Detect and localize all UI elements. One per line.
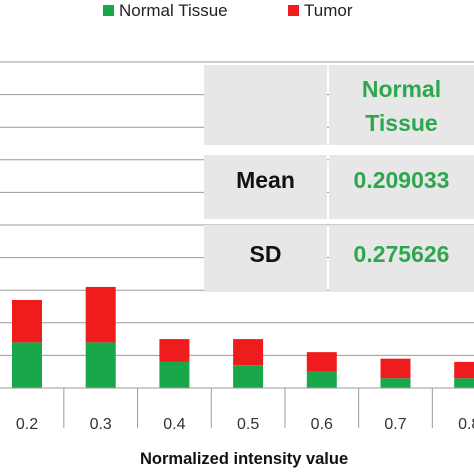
x-tick-label: 0.4 <box>163 416 185 433</box>
stats-value-mean: 0.209033 <box>353 167 450 193</box>
bar-normal-tissue-0.4 <box>159 361 190 388</box>
bar-normal-tissue-0.6 <box>306 371 337 388</box>
bar-normal-tissue-0.2 <box>12 342 42 388</box>
bar-tumor-0.8 <box>454 361 474 379</box>
stats-header-line-1: Normal <box>361 76 442 102</box>
bar-tumor-0.7 <box>380 358 411 379</box>
bar-tumor-0.3 <box>85 286 116 343</box>
stats-table-corner-cell <box>204 65 327 145</box>
x-tick-label: 0.2 <box>16 416 38 433</box>
x-tick-label: 0.7 <box>384 416 406 433</box>
stats-header-line-2: Tissue <box>365 110 438 136</box>
legend-label-tumor: Tumor <box>304 1 353 20</box>
stats-row-sd-value-cell: 0.275626 <box>329 225 474 292</box>
x-axis-title: Normalized intensity value <box>140 450 349 468</box>
chart-legend: Normal Tissue Tumor <box>0 0 474 26</box>
stats-row-sd-label-cell: SD <box>204 225 327 292</box>
stats-value-sd: 0.275626 <box>353 241 450 267</box>
bar-tumor-0.2 <box>12 299 42 343</box>
x-tick-label: 0.6 <box>311 416 333 433</box>
stats-label-sd: SD <box>249 241 282 267</box>
stats-row-mean-label-cell: Mean <box>204 155 327 219</box>
bar-tumor-0.6 <box>306 352 337 372</box>
bar-normal-tissue-0.5 <box>233 365 264 388</box>
bar-normal-tissue-0.7 <box>380 378 411 388</box>
stats-label-mean: Mean <box>236 167 295 193</box>
x-tick-label: 0.8 <box>458 416 474 433</box>
legend-swatch-tumor <box>288 5 299 16</box>
x-tick-label: 0.3 <box>90 416 112 433</box>
bar-normal-tissue-0.8 <box>454 378 474 388</box>
legend-swatch-normal-tissue <box>103 5 114 16</box>
bar-tumor-0.5 <box>233 339 264 366</box>
bar-normal-tissue-0.3 <box>85 342 116 388</box>
stats-row-mean-value-cell: 0.209033 <box>329 155 474 219</box>
stats-table-header-cell: Normal Tissue <box>329 65 474 145</box>
x-tick-label: 0.5 <box>237 416 259 433</box>
stats-table: Normal Tissue Mean 0.209033 SD 0.275626 <box>204 65 474 292</box>
legend-label-normal-tissue: Normal Tissue <box>119 1 228 20</box>
bar-tumor-0.4 <box>159 339 190 362</box>
